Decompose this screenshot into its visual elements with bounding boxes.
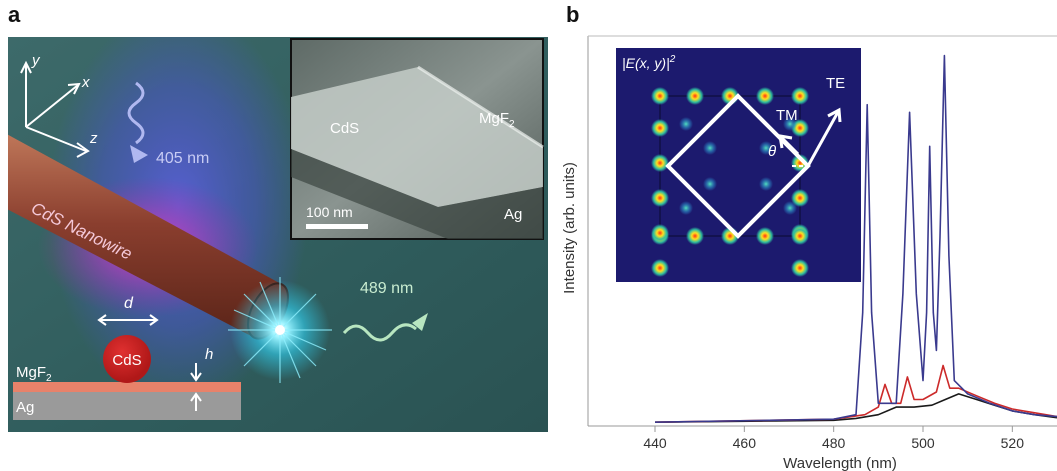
d-label: d xyxy=(124,295,134,312)
field-hotspot xyxy=(783,201,797,215)
svg-text:MgF2: MgF2 xyxy=(479,110,515,130)
field-hotspot xyxy=(756,227,774,245)
field-map-exponent: 2 xyxy=(669,54,676,65)
x-axis-label: Wavelength (nm) xyxy=(783,455,897,471)
pump-arrow-icon xyxy=(127,81,148,163)
field-hotspot xyxy=(703,141,717,155)
mgf2-layer-subscript: 2 xyxy=(46,373,52,384)
mgf2-layer xyxy=(13,382,241,392)
x-tick-label: 440 xyxy=(643,435,667,451)
panel-a-schematic: y x z 405 nm CdS Nanowire 489 nm d CdS M… xyxy=(8,37,548,432)
field-hotspot xyxy=(686,87,704,105)
emission-spark xyxy=(228,277,332,383)
sem-inset xyxy=(290,38,544,240)
tm-label: TM xyxy=(776,107,798,124)
inset-mgf2-label: MgF xyxy=(479,110,509,127)
d-dimension-arrow xyxy=(97,314,159,326)
field-hotspot xyxy=(703,177,717,191)
field-hotspot xyxy=(791,259,809,277)
field-map-label: |E(x, y)| xyxy=(622,55,670,71)
ag-layer-label: Ag xyxy=(16,399,34,416)
field-hotspot xyxy=(679,117,693,131)
cds-cross-section-label: CdS xyxy=(112,352,141,369)
axis-z-label: z xyxy=(89,130,98,147)
panel-b-spectrum-chart: 440 460 480 500 520 Wavelength (nm) Intensit… xyxy=(561,35,1057,471)
field-hotspot xyxy=(759,141,773,155)
panel-b-letter: b xyxy=(566,2,580,27)
series-line-1 xyxy=(654,54,1057,423)
field-hotspot xyxy=(651,259,669,277)
field-hotspot xyxy=(686,227,704,245)
field-hotspot xyxy=(651,119,669,137)
ag-layer xyxy=(13,392,241,420)
inset-scalebar-label: 100 nm xyxy=(306,204,353,220)
x-ticks: 440 460 480 500 520 xyxy=(643,426,1024,451)
pump-wavelength-label: 405 nm xyxy=(156,150,209,167)
inset-scalebar xyxy=(306,224,368,229)
x-tick-label: 460 xyxy=(733,435,757,451)
x-tick-label: 480 xyxy=(822,435,846,451)
field-map-inset xyxy=(616,48,861,282)
field-hotspot xyxy=(651,87,669,105)
field-hotspot xyxy=(783,117,797,131)
emission-arrow-icon xyxy=(342,313,428,342)
svg-text:MgF2: MgF2 xyxy=(16,364,52,384)
field-hotspot xyxy=(791,189,809,207)
inset-mgf2-subscript: 2 xyxy=(509,119,515,130)
theta-label: θ xyxy=(768,143,776,160)
field-hotspot xyxy=(679,201,693,215)
x-tick-label: 520 xyxy=(1001,435,1025,451)
field-hotspot xyxy=(791,87,809,105)
x-tick-label: 500 xyxy=(911,435,935,451)
h-label: h xyxy=(205,346,213,363)
field-hotspot xyxy=(759,177,773,191)
axis-y-label: y xyxy=(31,52,41,69)
inset-ag-label: Ag xyxy=(504,206,522,223)
field-hotspot xyxy=(791,227,809,245)
y-axis-label: Intensity (arb. units) xyxy=(561,162,578,294)
mgf2-layer-label: MgF xyxy=(16,364,46,381)
te-label: TE xyxy=(826,75,845,92)
field-hotspot xyxy=(756,87,774,105)
panel-a-letter: a xyxy=(8,2,21,27)
field-hotspot xyxy=(651,154,669,172)
svg-text:|E(x, y)|2: |E(x, y)|2 xyxy=(622,54,676,71)
inset-cds-label: CdS xyxy=(330,120,359,137)
cds-cross-section xyxy=(103,335,151,383)
axis-x-label: x xyxy=(81,74,90,91)
field-hotspot xyxy=(651,224,669,242)
series-line-2 xyxy=(654,364,1057,423)
h-dimension-arrow xyxy=(190,363,202,411)
emission-wavelength-label: 489 nm xyxy=(360,280,413,297)
series-lines xyxy=(654,54,1057,423)
coordinate-axes xyxy=(20,60,90,158)
field-hotspot xyxy=(651,189,669,207)
